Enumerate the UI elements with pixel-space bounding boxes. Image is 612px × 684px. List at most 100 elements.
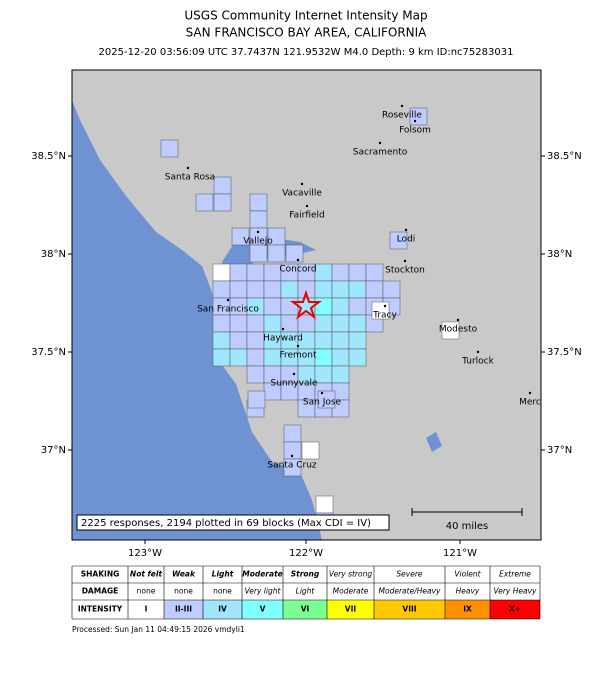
cdi-block <box>348 263 367 282</box>
lat-label: 37°N <box>41 445 66 456</box>
city-label: San Francisco <box>197 305 259 315</box>
cdi-block <box>348 314 367 333</box>
cdi-block <box>249 193 268 212</box>
cdi-block <box>212 263 231 282</box>
city-dot <box>476 350 480 354</box>
cdi-block <box>331 314 350 333</box>
lon-label: 121°W <box>443 548 477 559</box>
legend-cell: V <box>260 605 266 614</box>
cdi-block <box>246 263 265 282</box>
cdi-block <box>365 280 384 299</box>
legend-cell: I <box>145 605 148 614</box>
legend-cell: none <box>137 587 156 596</box>
city-label: Modesto <box>439 325 478 335</box>
cdi-block <box>331 399 350 418</box>
city-dot <box>456 318 460 322</box>
city-dot <box>226 298 230 302</box>
cdi-block <box>263 314 282 333</box>
legend-cell: VII <box>345 605 357 614</box>
cdi-block <box>365 263 384 282</box>
cdi-block <box>382 280 401 299</box>
city-label: Vacaville <box>282 189 322 199</box>
cdi-block <box>331 280 350 299</box>
legend-cell: Strong <box>291 570 320 579</box>
cdi-block <box>263 297 282 316</box>
epicenter <box>290 289 322 320</box>
city-label: Santa Cruz <box>267 461 317 471</box>
cdi-block <box>348 280 367 299</box>
legend-cell: VIII <box>402 605 416 614</box>
cdi-block <box>331 297 350 316</box>
info: 2025-12-20 03:56:09 UTC 37.7437N 121.953… <box>99 47 514 58</box>
city-dot <box>383 304 387 308</box>
city-dot <box>296 344 300 348</box>
cdi-block <box>314 263 333 282</box>
cdi-block <box>213 176 232 195</box>
cdi-block <box>389 231 408 250</box>
lon-label: 123°W <box>128 548 162 559</box>
cdi-block <box>229 263 248 282</box>
cdi-block <box>283 458 302 477</box>
cdi-block <box>441 321 460 340</box>
cdi-block <box>195 193 214 212</box>
cdi-block <box>229 348 248 367</box>
city-dot <box>400 104 404 108</box>
legend-cell: II-III <box>175 605 192 614</box>
cdi-block <box>212 314 231 333</box>
legend-cell: IX <box>463 605 472 614</box>
cdi-block <box>246 314 265 333</box>
cdi-block <box>160 139 179 158</box>
city-label: Hayward <box>263 334 303 344</box>
lat-label: 38°N <box>547 249 572 260</box>
city-dot <box>378 141 382 145</box>
lat-label: 38.5°N <box>31 151 66 162</box>
legend-cell: Moderate <box>242 570 283 579</box>
cdi-block <box>247 390 266 409</box>
city-label: Lodi <box>397 235 416 245</box>
cdi-block <box>315 495 334 514</box>
cdi-block <box>246 365 265 384</box>
cdi-block <box>249 244 268 263</box>
city-label: Santa Rosa <box>165 173 215 183</box>
cdi-block <box>246 348 265 367</box>
lat-label: 38°N <box>41 249 66 260</box>
note: 2225 responses, 2194 plotted in 69 block… <box>81 518 371 529</box>
intensity-swatch <box>242 600 283 619</box>
city-dot <box>404 228 408 232</box>
cdi-block <box>212 331 231 350</box>
cdi-block <box>267 244 286 263</box>
city-dot <box>256 230 260 234</box>
lat-label: 38.5°N <box>547 151 582 162</box>
cdi-block <box>348 297 367 316</box>
cdi-block <box>249 210 268 229</box>
cdi-block <box>331 365 350 384</box>
legend-row-header: SHAKING <box>81 570 120 579</box>
cdi-block <box>213 193 232 212</box>
city-label: Fairfield <box>289 211 325 221</box>
intensity-swatch <box>164 600 203 619</box>
legend-row-header: DAMAGE <box>82 587 119 596</box>
intensity-swatch <box>490 600 540 619</box>
cdi-block <box>314 280 333 299</box>
legend-cell: Severe <box>396 570 423 579</box>
title: USGS Community Internet Intensity Map <box>184 9 427 23</box>
legend-cell: X+ <box>509 605 521 614</box>
city-label: Sunnyvale <box>270 379 317 389</box>
city-dot <box>528 391 532 395</box>
legend-cell: Not felt <box>130 570 163 579</box>
cdi-block <box>314 314 333 333</box>
cdi-block <box>297 314 316 333</box>
cdi-block <box>348 331 367 350</box>
legend-cell: Very strong <box>329 570 372 579</box>
legend-cell: none <box>213 587 232 596</box>
legend-cell: IV <box>218 605 227 614</box>
intensity-swatch <box>327 600 374 619</box>
scale-label: 40 miles <box>446 521 489 532</box>
cdi-block <box>231 227 250 246</box>
cdi-block <box>331 263 350 282</box>
blocks <box>160 107 460 531</box>
legend-cell: Very Heavy <box>494 587 537 596</box>
city-dot <box>403 259 407 263</box>
cdi-block <box>348 348 367 367</box>
